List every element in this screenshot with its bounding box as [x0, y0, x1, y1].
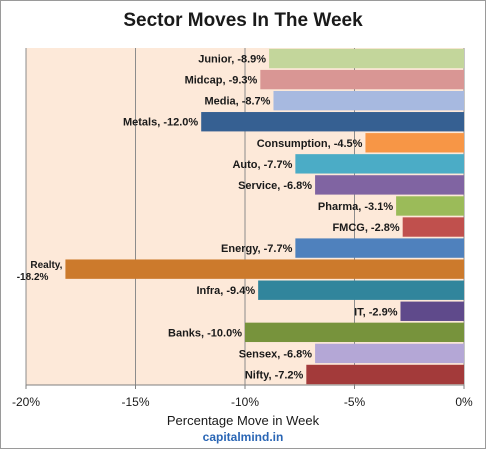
bar — [402, 217, 464, 237]
bar — [201, 112, 464, 132]
bar-label: Midcap, -9.3% — [185, 75, 258, 87]
bar — [306, 364, 464, 385]
bar — [396, 196, 464, 216]
bar-label: Realty, -18.2% — [17, 260, 63, 283]
bar-label: Auto, -7.7% — [232, 159, 292, 171]
bars — [65, 48, 465, 385]
bar-label: Sensex, -6.8% — [239, 348, 313, 360]
x-tick-label: 0% — [455, 395, 473, 409]
bar — [365, 133, 464, 153]
bar — [400, 301, 464, 321]
x-axis-label: Percentage Move in Week — [166, 413, 320, 428]
bar-label: Metals, -12.0% — [123, 117, 198, 129]
bar — [315, 343, 464, 364]
bar-label: Service, -6.8% — [238, 180, 312, 192]
bar — [295, 238, 464, 258]
bar — [273, 90, 464, 111]
x-tick-label: -15% — [121, 395, 149, 409]
bar-label: Consumption, -4.5% — [257, 138, 363, 150]
bar — [245, 322, 464, 343]
bar-label: Junior, -8.9% — [198, 54, 266, 66]
bar-label: Infra, -9.4% — [196, 285, 255, 297]
bar-label: Banks, -10.0% — [168, 327, 242, 339]
x-tick-label: -20% — [12, 395, 40, 409]
chart-title: Sector Moves In The Week — [123, 10, 363, 31]
bar — [65, 259, 465, 279]
bar-labels: Junior, -8.9% Midcap, -9.3% Media, -8.7% Me… — [17, 54, 400, 382]
bar-label: Energy, -7.7% — [221, 243, 293, 255]
source-credit: capitalmind.in — [202, 430, 284, 444]
bar-label: FMCG, -2.8% — [332, 222, 399, 234]
x-tick-labels: -20% -15% -10% -5% 0% — [12, 395, 473, 409]
bar — [258, 280, 464, 300]
bar-label: IT, -2.9% — [354, 306, 398, 318]
x-tick-label: -5% — [344, 395, 366, 409]
bar — [315, 175, 464, 195]
bar-label: Media, -8.7% — [204, 96, 270, 108]
x-tick-label: -10% — [231, 395, 259, 409]
bar — [260, 69, 464, 90]
bar-label: Pharma, -3.1% — [318, 201, 393, 213]
bar — [295, 154, 464, 174]
bar-label: Nifty, -7.2% — [245, 369, 304, 381]
bar — [269, 48, 464, 69]
